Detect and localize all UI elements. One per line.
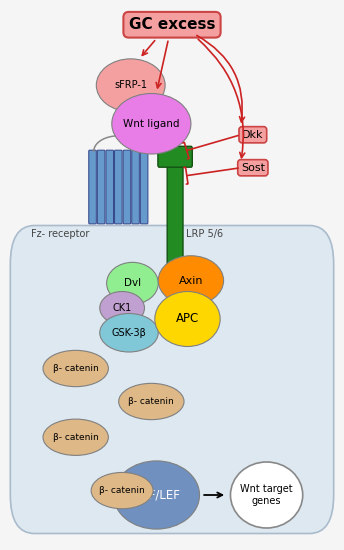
Ellipse shape bbox=[230, 462, 303, 528]
FancyBboxPatch shape bbox=[158, 146, 192, 167]
FancyBboxPatch shape bbox=[115, 150, 122, 224]
Ellipse shape bbox=[96, 59, 165, 112]
FancyBboxPatch shape bbox=[97, 150, 105, 224]
Text: Sost: Sost bbox=[241, 163, 265, 173]
Ellipse shape bbox=[43, 419, 108, 455]
Text: CK1: CK1 bbox=[112, 303, 132, 313]
Ellipse shape bbox=[158, 256, 224, 305]
Text: Dkk: Dkk bbox=[242, 130, 264, 140]
Ellipse shape bbox=[43, 350, 108, 387]
Text: Dvl: Dvl bbox=[124, 278, 141, 288]
Text: GSK-3β: GSK-3β bbox=[111, 328, 147, 338]
Ellipse shape bbox=[119, 383, 184, 420]
Text: Fz- receptor: Fz- receptor bbox=[31, 229, 89, 239]
Text: Wnt target
genes: Wnt target genes bbox=[240, 484, 293, 506]
FancyBboxPatch shape bbox=[132, 150, 139, 224]
FancyBboxPatch shape bbox=[10, 226, 334, 534]
Ellipse shape bbox=[107, 262, 158, 304]
FancyBboxPatch shape bbox=[106, 150, 114, 224]
Text: TCF/LEF: TCF/LEF bbox=[133, 488, 180, 502]
Text: Wnt ligand: Wnt ligand bbox=[123, 119, 180, 129]
Text: GC excess: GC excess bbox=[129, 17, 215, 32]
Text: LRP 5/6: LRP 5/6 bbox=[186, 229, 223, 239]
Text: β- catenin: β- catenin bbox=[53, 433, 98, 442]
Text: Axin: Axin bbox=[179, 276, 203, 285]
Ellipse shape bbox=[100, 314, 158, 352]
Text: APC: APC bbox=[176, 312, 199, 326]
FancyBboxPatch shape bbox=[167, 149, 183, 294]
Text: β- catenin: β- catenin bbox=[129, 397, 174, 406]
Text: sFRP-1: sFRP-1 bbox=[114, 80, 147, 90]
Ellipse shape bbox=[112, 94, 191, 154]
Ellipse shape bbox=[155, 292, 220, 346]
FancyBboxPatch shape bbox=[123, 150, 131, 224]
FancyBboxPatch shape bbox=[89, 150, 96, 224]
Ellipse shape bbox=[114, 461, 200, 529]
Text: β- catenin: β- catenin bbox=[53, 364, 98, 373]
Ellipse shape bbox=[100, 292, 144, 324]
Text: β- catenin: β- catenin bbox=[99, 486, 145, 495]
FancyBboxPatch shape bbox=[140, 150, 148, 224]
Ellipse shape bbox=[91, 472, 153, 509]
